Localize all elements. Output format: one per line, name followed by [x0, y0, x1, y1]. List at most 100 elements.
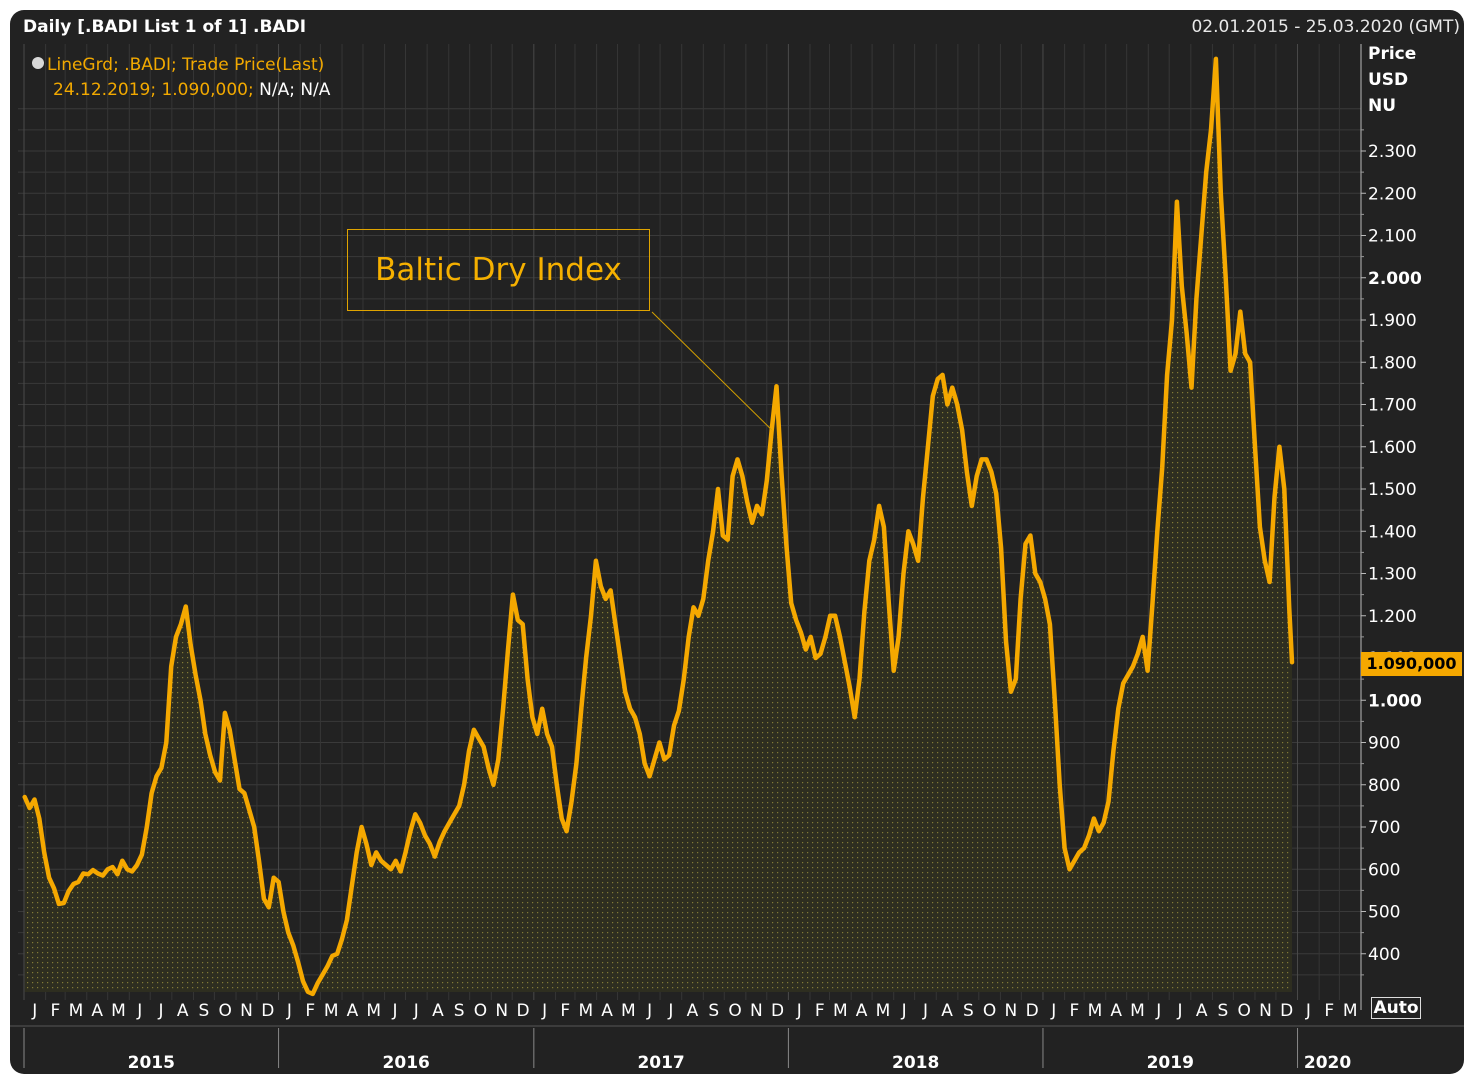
- series-line-group: [22, 56, 1295, 997]
- x-month-label: F: [305, 1001, 315, 1021]
- x-month-label: J: [1050, 1001, 1056, 1021]
- annotation-leader-line: [651, 311, 773, 431]
- x-month-label: J: [1305, 1001, 1311, 1021]
- y-tick-label: 2.300: [1368, 142, 1417, 162]
- x-month-label: J: [796, 1001, 802, 1021]
- auto-scale-button[interactable]: Auto: [1371, 997, 1421, 1019]
- unit-label-nu: NU: [1368, 96, 1397, 116]
- x-month-label: F: [560, 1001, 570, 1021]
- chart-window: 4005006007008009001.0001.1001.2001.3001.…: [10, 10, 1464, 1074]
- x-month-label: N: [240, 1001, 253, 1021]
- x-month-label: J: [541, 1001, 547, 1021]
- y-tick-label: 2.000: [1368, 269, 1422, 289]
- x-month-label: O: [219, 1001, 232, 1021]
- x-month-label: J: [392, 1001, 398, 1021]
- series-line: [22, 56, 1295, 997]
- x-month-label: A: [177, 1001, 189, 1021]
- x-month-label: A: [941, 1001, 953, 1021]
- x-month-label: O: [728, 1001, 741, 1021]
- x-month-label: J: [667, 1001, 673, 1021]
- x-month-label: J: [413, 1001, 419, 1021]
- x-month-label: J: [646, 1001, 652, 1021]
- x-month-label: A: [856, 1001, 868, 1021]
- x-month-label: S: [1218, 1001, 1229, 1021]
- x-month-label: F: [815, 1001, 825, 1021]
- y-tick-label: 1.300: [1368, 565, 1417, 585]
- y-tick-label: 1.700: [1368, 396, 1417, 416]
- x-month-label: M: [366, 1001, 381, 1021]
- x-year-label: 2015: [128, 1053, 175, 1073]
- x-year-label: 2016: [383, 1053, 430, 1073]
- chart-header-title: Daily [.BADI List 1 of 1] .BADI: [23, 17, 307, 37]
- area-fill: [24, 58, 1293, 994]
- x-month-label: N: [495, 1001, 508, 1021]
- x-month-label: J: [158, 1001, 164, 1021]
- y-tick-label: 1.400: [1368, 522, 1417, 542]
- x-month-label: S: [454, 1001, 465, 1021]
- x-month-label: A: [347, 1001, 359, 1021]
- y-tick-label: 1.000: [1368, 691, 1422, 711]
- series-toggle-icon[interactable]: [32, 57, 44, 69]
- x-month-label: D: [516, 1001, 529, 1021]
- y-tick-label: 1.600: [1368, 438, 1417, 458]
- x-month-label: N: [750, 1001, 763, 1021]
- chart-canvas: 4005006007008009001.0001.1001.2001.3001.…: [10, 44, 1464, 1073]
- x-month-label: A: [687, 1001, 699, 1021]
- x-month-label: M: [578, 1001, 593, 1021]
- x-month-label: J: [1177, 1001, 1183, 1021]
- x-month-label: A: [432, 1001, 444, 1021]
- x-month-label: J: [901, 1001, 907, 1021]
- y-tick-label: 1.500: [1368, 480, 1417, 500]
- x-month-label: S: [708, 1001, 719, 1021]
- x-year-label: 2017: [637, 1053, 684, 1073]
- y-tick-label: 900: [1368, 734, 1400, 754]
- x-month-label: M: [324, 1001, 339, 1021]
- x-month-label: M: [876, 1001, 891, 1021]
- x-month-label: N: [1259, 1001, 1272, 1021]
- x-month-label: D: [1280, 1001, 1293, 1021]
- y-tick-label: 600: [1368, 860, 1400, 880]
- x-month-label: F: [1324, 1001, 1334, 1021]
- x-month-label: M: [111, 1001, 126, 1021]
- x-month-label: M: [69, 1001, 84, 1021]
- y-tick-label: 1.200: [1368, 607, 1417, 627]
- x-month-label: A: [91, 1001, 103, 1021]
- y-axis: 4005006007008009001.0001.1001.2001.3001.…: [1360, 44, 1422, 1010]
- x-month-label: D: [771, 1001, 784, 1021]
- legend-series-label: LineGrd; .BADI; Trade Price(Last): [47, 55, 325, 75]
- x-month-label: F: [50, 1001, 60, 1021]
- chart-annotation-box: Baltic Dry Index: [347, 229, 650, 311]
- y-tick-label: 1.900: [1368, 311, 1417, 331]
- x-month-label: M: [1088, 1001, 1103, 1021]
- x-month-label: D: [1026, 1001, 1039, 1021]
- x-month-label: O: [1237, 1001, 1250, 1021]
- x-month-label: O: [983, 1001, 996, 1021]
- x-year-label: 2020: [1304, 1053, 1351, 1073]
- y-tick-label: 1.800: [1368, 353, 1417, 373]
- x-month-label: M: [1130, 1001, 1145, 1021]
- x-month-label: D: [261, 1001, 274, 1021]
- last-value-badge: 1.090,000: [1361, 652, 1462, 676]
- x-month-label: J: [1155, 1001, 1161, 1021]
- x-month-label: O: [474, 1001, 487, 1021]
- x-month-label: M: [1343, 1001, 1358, 1021]
- x-month-label: S: [199, 1001, 210, 1021]
- area-dots: [24, 58, 1293, 994]
- x-month-label: J: [286, 1001, 292, 1021]
- x-month-label: F: [1069, 1001, 1079, 1021]
- x-month-label: J: [136, 1001, 142, 1021]
- x-year-label: 2019: [1147, 1053, 1194, 1073]
- x-month-label: M: [621, 1001, 636, 1021]
- x-month-label: A: [1196, 1001, 1208, 1021]
- x-month-label: N: [1005, 1001, 1018, 1021]
- x-month-label: M: [833, 1001, 848, 1021]
- x-month-label: J: [922, 1001, 928, 1021]
- legend-series-row: LineGrd; .BADI; Trade Price(Last): [32, 53, 330, 78]
- y-tick-label: 2.200: [1368, 184, 1417, 204]
- legend-na-values: N/A; N/A: [253, 80, 331, 100]
- y-tick-label: 800: [1368, 776, 1400, 796]
- y-tick-label: 2.100: [1368, 227, 1417, 247]
- legend-last-values: 24.12.2019; 1.090,000;: [53, 80, 254, 100]
- unit-label-currency: USD: [1368, 70, 1409, 90]
